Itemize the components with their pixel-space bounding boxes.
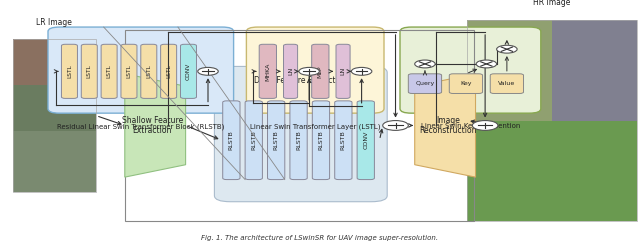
Text: LSTL: LSTL [147,64,151,78]
FancyBboxPatch shape [180,44,196,98]
FancyBboxPatch shape [335,101,352,180]
Bar [125,30,474,221]
Text: MHKA: MHKA [266,62,270,80]
Bar [467,121,637,221]
FancyBboxPatch shape [245,101,262,180]
Circle shape [476,60,497,68]
Text: LSTL: LSTL [166,64,171,78]
Text: Residual Linear Swin Transformer Block (RLSTB): Residual Linear Swin Transformer Block (… [57,123,225,129]
Text: MLP: MLP [318,65,323,77]
FancyBboxPatch shape [161,44,177,98]
Bar [552,20,637,121]
Text: Key: Key [460,81,472,86]
FancyBboxPatch shape [312,101,330,180]
Bar [467,20,637,221]
Text: Image
Reconstruction: Image Reconstruction [419,116,477,135]
FancyBboxPatch shape [259,44,276,98]
Bar [13,85,96,131]
Text: CONV: CONV [364,131,368,149]
Circle shape [497,45,517,53]
Text: Linear Swin Transformer Layer (LSTL): Linear Swin Transformer Layer (LSTL) [250,123,380,129]
FancyBboxPatch shape [408,74,442,93]
FancyBboxPatch shape [81,44,97,98]
Text: RLSTB: RLSTB [319,130,323,150]
Polygon shape [415,74,476,177]
Text: LSTL: LSTL [107,64,111,78]
FancyBboxPatch shape [357,101,374,180]
Text: Value: Value [499,81,515,86]
FancyBboxPatch shape [449,74,483,93]
FancyBboxPatch shape [246,27,384,113]
Text: RLSTB: RLSTB [252,130,256,150]
Text: Deep Feature Extraction: Deep Feature Extraction [254,76,348,85]
Bar [467,20,552,121]
Text: LN: LN [288,67,293,76]
Text: Shallow Feature
Extraction: Shallow Feature Extraction [122,116,183,135]
FancyBboxPatch shape [61,44,77,98]
Bar [13,131,96,192]
Bar [13,39,96,192]
FancyBboxPatch shape [101,44,117,98]
Text: Fig. 1. The architecture of LSwinSR for UAV image super-resolution.: Fig. 1. The architecture of LSwinSR for … [202,235,438,241]
FancyBboxPatch shape [48,27,234,113]
Text: Linear Swin Kernel Attention: Linear Swin Kernel Attention [420,123,520,129]
FancyBboxPatch shape [290,101,307,180]
Text: RLSTB: RLSTB [341,130,346,150]
FancyBboxPatch shape [223,101,240,180]
Text: HR Image: HR Image [533,0,571,7]
Text: LSTL: LSTL [87,64,92,78]
Bar [13,39,96,85]
Text: CONV: CONV [186,63,191,80]
FancyBboxPatch shape [284,44,298,98]
Circle shape [351,67,372,75]
Text: RLSTB: RLSTB [296,130,301,150]
FancyBboxPatch shape [400,27,541,113]
Polygon shape [125,74,186,177]
Text: RLSTB: RLSTB [229,130,234,150]
Text: LSTL: LSTL [127,64,131,78]
Circle shape [472,121,498,130]
Text: LR Image: LR Image [36,18,72,27]
Circle shape [198,67,218,75]
FancyBboxPatch shape [214,66,387,202]
Circle shape [415,60,435,68]
FancyBboxPatch shape [268,101,285,180]
FancyBboxPatch shape [141,44,157,98]
FancyBboxPatch shape [336,44,350,98]
FancyBboxPatch shape [121,44,137,98]
Circle shape [383,121,408,130]
FancyBboxPatch shape [312,44,329,98]
Circle shape [299,67,319,75]
Text: Query: Query [415,81,435,86]
Text: LN: LN [340,67,346,76]
Text: RLSTB: RLSTB [274,130,278,150]
FancyBboxPatch shape [490,74,524,93]
Text: LSTL: LSTL [67,64,72,78]
